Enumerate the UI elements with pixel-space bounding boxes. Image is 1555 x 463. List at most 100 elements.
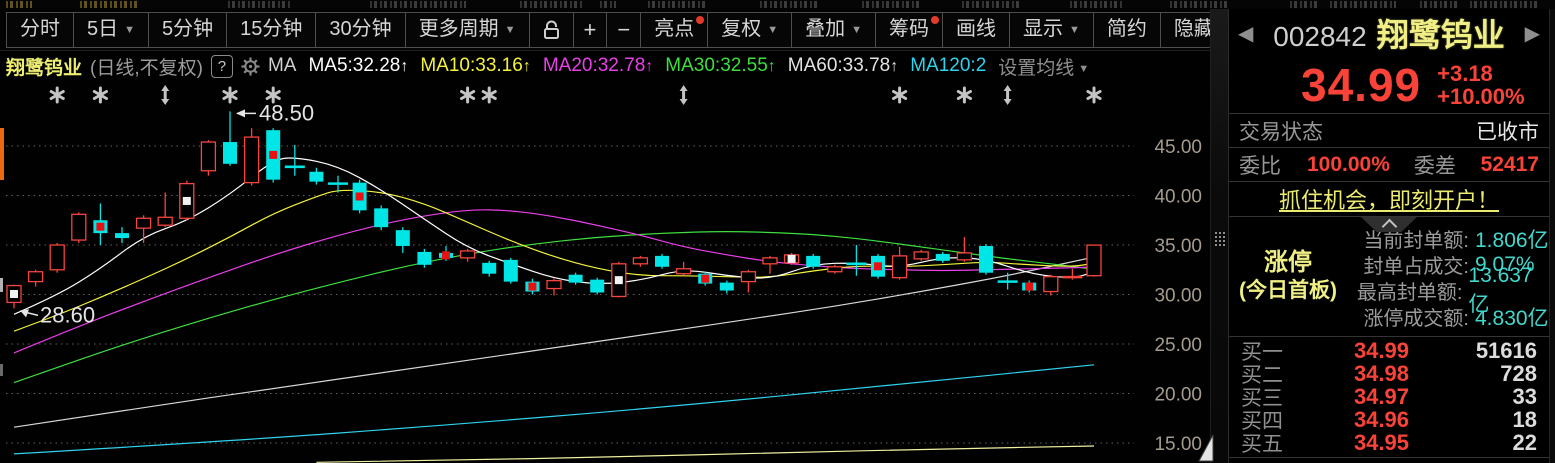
candle[interactable] bbox=[1043, 274, 1059, 296]
asterisk-icon[interactable] bbox=[49, 86, 65, 104]
candle[interactable] bbox=[698, 271, 713, 286]
candle[interactable] bbox=[806, 253, 821, 269]
candle[interactable] bbox=[935, 251, 950, 263]
candle[interactable] bbox=[6, 284, 22, 309]
gear-icon[interactable] bbox=[241, 57, 260, 76]
overlay-button[interactable]: 叠加 ▼ bbox=[791, 11, 877, 48]
candle[interactable] bbox=[157, 192, 173, 228]
zoom-out-button[interactable]: − bbox=[606, 11, 642, 48]
zoom-in-button[interactable]: + bbox=[572, 11, 608, 48]
candle[interactable] bbox=[179, 180, 195, 221]
grid-lines bbox=[6, 145, 1134, 444]
candle[interactable] bbox=[871, 253, 885, 279]
candlestick-chart[interactable]: 45.00 40.00 35.00 30.00 25.00 20.00 15.00 48.50… bbox=[0, 80, 1210, 463]
next-stock-arrow[interactable]: ▶ bbox=[1524, 22, 1540, 45]
candle[interactable] bbox=[417, 248, 432, 268]
candle[interactable] bbox=[374, 205, 389, 231]
highlights-button[interactable]: 亮点 bbox=[640, 11, 709, 48]
notification-dot bbox=[931, 15, 940, 24]
open-account-link[interactable]: 抓住机会，即刻开户！ bbox=[1278, 188, 1499, 213]
bid-row[interactable]: 买二 34.98 728 bbox=[1229, 361, 1549, 387]
help-icon[interactable]: ? bbox=[210, 54, 233, 78]
updown-arrow-icon[interactable] bbox=[679, 85, 688, 105]
candle[interactable] bbox=[590, 277, 605, 295]
adjust-price-button[interactable]: 复权 ▼ bbox=[707, 11, 793, 48]
five-minute-button[interactable]: 5分钟 bbox=[148, 11, 228, 48]
candle[interactable] bbox=[891, 246, 908, 280]
candle[interactable] bbox=[611, 261, 627, 298]
asterisk-icon[interactable] bbox=[956, 86, 972, 104]
divider-grip-icon[interactable] bbox=[1214, 231, 1225, 247]
asterisk-icon[interactable] bbox=[222, 86, 238, 104]
updown-arrow-icon[interactable] bbox=[161, 85, 170, 105]
thirty-minute-button[interactable]: 30分钟 bbox=[315, 11, 406, 48]
asterisk-icon[interactable] bbox=[1086, 86, 1102, 104]
fifteen-minute-button[interactable]: 15分钟 bbox=[226, 11, 317, 48]
prev-stock-arrow[interactable]: ◀ bbox=[1238, 22, 1254, 45]
candle[interactable] bbox=[783, 252, 800, 265]
candle[interactable] bbox=[568, 272, 583, 285]
updown-arrow-icon[interactable] bbox=[1003, 85, 1012, 105]
candle[interactable] bbox=[525, 278, 540, 295]
lock-button[interactable] bbox=[528, 11, 574, 48]
asterisk-icon[interactable] bbox=[481, 86, 497, 104]
candle[interactable] bbox=[1062, 268, 1083, 280]
candle[interactable] bbox=[27, 269, 44, 287]
candle[interactable] bbox=[93, 203, 108, 245]
candle[interactable] bbox=[762, 255, 778, 274]
chip-distribution-button[interactable]: 筹码 bbox=[875, 11, 944, 48]
candle[interactable] bbox=[200, 140, 217, 176]
candle[interactable] bbox=[1022, 280, 1037, 293]
candle[interactable] bbox=[266, 128, 281, 183]
candle[interactable] bbox=[846, 245, 867, 276]
asterisk-icon[interactable] bbox=[92, 86, 108, 104]
candle[interactable] bbox=[655, 253, 669, 269]
display-button[interactable]: 显示 ▼ bbox=[1009, 11, 1094, 48]
candle[interactable] bbox=[913, 249, 929, 261]
candle[interactable] bbox=[49, 243, 65, 273]
bid-row[interactable]: 买四 34.96 18 bbox=[1229, 407, 1549, 433]
candle[interactable] bbox=[395, 227, 410, 253]
candle[interactable] bbox=[827, 264, 843, 274]
candle[interactable] bbox=[979, 244, 993, 275]
candle[interactable] bbox=[740, 269, 757, 293]
candle[interactable] bbox=[352, 179, 367, 214]
bid-row[interactable]: 买三 34.97 33 bbox=[1229, 384, 1549, 410]
candle[interactable] bbox=[135, 215, 152, 244]
white-event-marker bbox=[787, 254, 796, 263]
candle[interactable] bbox=[719, 280, 734, 294]
candle[interactable] bbox=[675, 261, 692, 276]
simple-mode-button[interactable]: 简约 bbox=[1092, 11, 1161, 48]
intraday-button[interactable]: 分时 bbox=[6, 11, 74, 48]
candle[interactable] bbox=[243, 128, 260, 186]
candle[interactable] bbox=[328, 175, 348, 193]
asterisk-icon[interactable] bbox=[460, 86, 476, 104]
bid-row[interactable]: 买五 34.95 22 bbox=[1229, 430, 1549, 456]
candle[interactable] bbox=[309, 167, 324, 185]
asterisk-icon[interactable] bbox=[892, 86, 908, 104]
five-day-button[interactable]: 5日 ▼ bbox=[73, 11, 150, 48]
bid-row[interactable]: 买一 34.99 51616 bbox=[1229, 337, 1549, 364]
ma-settings-dropdown[interactable]: 设置均线 ▼ bbox=[998, 57, 1090, 79]
candle[interactable] bbox=[503, 257, 518, 284]
candle[interactable] bbox=[1086, 244, 1102, 277]
draw-line-button[interactable]: 画线 bbox=[942, 11, 1011, 48]
candle[interactable] bbox=[956, 237, 973, 262]
panel-divider[interactable] bbox=[1210, 9, 1229, 463]
asterisk-icon[interactable] bbox=[265, 86, 281, 104]
candle[interactable] bbox=[546, 278, 562, 296]
more-periods-button[interactable]: 更多周期 ▼ bbox=[404, 11, 530, 48]
candle[interactable] bbox=[997, 272, 1018, 290]
red-event-marker bbox=[355, 192, 364, 201]
candle[interactable] bbox=[632, 255, 649, 267]
candle[interactable] bbox=[439, 245, 453, 261]
bid-volume: 51616 bbox=[1475, 337, 1537, 363]
candle[interactable] bbox=[284, 145, 305, 176]
candle[interactable] bbox=[223, 111, 237, 166]
candle[interactable] bbox=[71, 212, 87, 244]
candle[interactable] bbox=[459, 248, 476, 262]
candle[interactable] bbox=[115, 227, 129, 244]
chart-toolbar: 分时 5日 ▼ 5分钟 15分钟 30分钟 更多周期 ▼ + − 亮点 复权 ▼ 叠加 ▼ 筹码 画线 显示 ▼ 简约… bbox=[0, 9, 1293, 51]
collapse-notch[interactable] bbox=[1361, 217, 1417, 232]
candle[interactable] bbox=[482, 260, 497, 277]
